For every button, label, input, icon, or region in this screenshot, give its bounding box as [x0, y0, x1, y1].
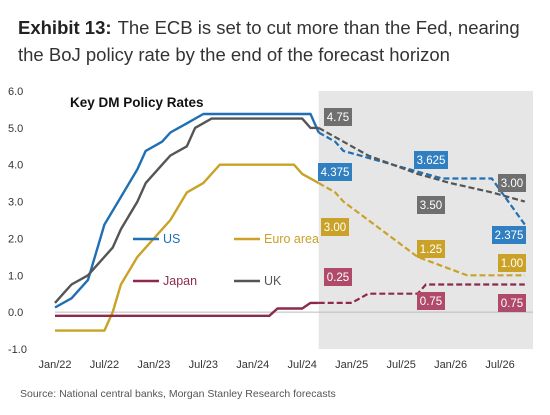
value-label-japan: 0.25 [327, 272, 349, 284]
series-line-japan [55, 301, 319, 317]
series-forecast-line-japan [318, 283, 525, 304]
y-tick-label: 2.0 [8, 233, 23, 245]
legend-label-uk: UK [264, 274, 282, 288]
value-label-box-us [414, 151, 448, 169]
y-tick-label: 6.0 [8, 86, 23, 98]
value-label-japan: 0.75 [420, 296, 442, 308]
x-tick-label: Jan/26 [434, 359, 467, 371]
y-tick-label: 4.0 [8, 160, 23, 172]
legend-label-us: US [163, 232, 180, 246]
value-label-box-uk [324, 108, 352, 126]
value-label-uk: 3.50 [420, 200, 442, 212]
x-tick-label: Jan/24 [236, 359, 269, 371]
y-tick-label: 3.0 [8, 197, 23, 209]
value-label-box-us [318, 163, 352, 181]
chart-title: Key DM Policy Rates [70, 95, 204, 110]
value-label-us: 3.625 [417, 155, 446, 167]
exhibit-title-text: The ECB is set to cut more than the Fed,… [18, 17, 520, 65]
x-tick-label: Jul/23 [189, 359, 218, 371]
series-line-uk [54, 117, 319, 304]
y-tick-label: 5.0 [8, 123, 23, 135]
series-forecast-line-euro-area [318, 182, 525, 277]
value-label-box-euro-area [417, 240, 445, 258]
x-tick-label: Jul/25 [386, 359, 415, 371]
value-label-box-japan [498, 294, 526, 312]
series-line-euro-area [55, 163, 320, 332]
value-label-us: 4.375 [321, 167, 350, 179]
value-label-euro-area: 1.25 [420, 244, 442, 256]
value-label-us: 2.375 [495, 230, 524, 242]
value-label-euro-area: 1.00 [501, 258, 523, 270]
x-tick-label: Jan/25 [335, 359, 368, 371]
value-label-box-japan [417, 292, 445, 310]
value-label-box-euro-area [321, 218, 349, 236]
value-label-uk: 4.75 [327, 112, 349, 124]
value-label-box-uk [417, 196, 445, 214]
value-label-japan: 0.75 [501, 298, 523, 310]
value-label-box-us [492, 226, 526, 244]
value-label-box-uk [498, 174, 526, 192]
x-tick-label: Jul/22 [90, 359, 119, 371]
value-label-box-japan [324, 268, 352, 286]
legend-label-japan: Japan [163, 274, 197, 288]
value-label-box-euro-area [498, 254, 526, 272]
x-tick-label: Jul/24 [288, 359, 317, 371]
legend-label-euro-area: Euro area [264, 232, 319, 246]
exhibit-number: Exhibit 13: [18, 17, 112, 38]
y-tick-label: -1.0 [8, 344, 27, 356]
exhibit-title: Exhibit 13: The ECB is set to cut more th… [18, 14, 538, 68]
x-tick-label: Jul/26 [485, 359, 514, 371]
y-tick-label: 1.0 [8, 270, 23, 282]
value-label-uk: 3.00 [501, 178, 523, 190]
x-tick-label: Jan/23 [137, 359, 170, 371]
y-tick-label: 0.0 [8, 307, 23, 319]
x-tick-label: Jan/22 [38, 359, 71, 371]
source-note: Source: National central banks, Morgan S… [20, 388, 336, 400]
series-forecast-line-uk [318, 126, 526, 203]
value-label-euro-area: 3.00 [324, 222, 346, 234]
